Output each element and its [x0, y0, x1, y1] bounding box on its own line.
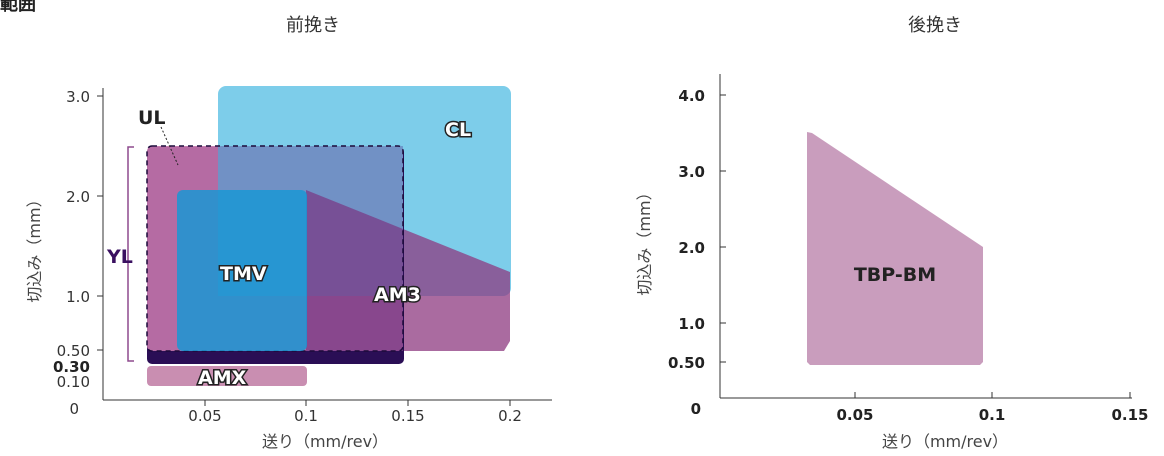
- x-tick-label: 0.2: [498, 407, 522, 425]
- y-tick-label: 1.0: [678, 315, 705, 333]
- region-tbp-bm: [807, 132, 983, 365]
- y-tick-marks: [97, 95, 103, 351]
- page-heading: 難範囲: [0, 0, 36, 15]
- region-label-tbp-bm: TBP-BM: [854, 264, 936, 286]
- region-label-tmv: TMV: [220, 263, 267, 285]
- y-tick-label: 2.0: [678, 239, 705, 257]
- region-ul-am3-overlap: [306, 190, 403, 351]
- x-tick-label: 0.05: [836, 406, 873, 424]
- y-tick-marks: [720, 94, 726, 363]
- y-tick-label: 3.0: [66, 88, 90, 106]
- chart-title: 前挽き: [286, 15, 340, 36]
- chart-title: 後挽き: [908, 15, 962, 36]
- x-tick-marks: [204, 400, 511, 406]
- x-tick-marks: [854, 392, 1131, 398]
- region-label-yl: YL: [106, 246, 133, 268]
- region-label-amx: AMX: [198, 367, 247, 389]
- y-tick-label: 0.10: [57, 373, 90, 391]
- chart-back: 後挽き TBP-BM 4.0 3.0 2.0 1.0 0.50 0 0.05 0…: [635, 15, 1149, 451]
- chart-front: 前挽き UL CL TMV AM3 AMX YL 3.0: [25, 15, 552, 451]
- y-tick-label: 0.30: [53, 358, 90, 376]
- x-tick-label: 0.05: [188, 407, 221, 425]
- ul-leader-line: [160, 126, 179, 166]
- region-label-ul: UL: [138, 107, 166, 129]
- y-tick-label: 0.50: [57, 342, 90, 360]
- x-axis-label: 送り（mm/rev）: [262, 432, 388, 451]
- region-amx: [147, 366, 307, 386]
- region-label-cl: CL: [445, 119, 471, 141]
- yl-bracket: [127, 146, 134, 362]
- y-tick-label: 0.50: [668, 354, 705, 372]
- y-tick-label: 1.0: [66, 288, 90, 306]
- y-tick-label: 3.0: [678, 163, 705, 181]
- y-tick-label: 4.0: [678, 87, 705, 105]
- y-tick-label: 0: [691, 400, 701, 418]
- region-tmv: [177, 190, 307, 351]
- y-tick-label: 0: [69, 400, 79, 418]
- y-tick-label: 2.0: [66, 188, 90, 206]
- y-axis-label: 切込み（mm）: [25, 191, 44, 302]
- region-label-am3: AM3: [374, 284, 421, 306]
- x-tick-label: 0.15: [391, 407, 424, 425]
- y-axis-label: 切込み（mm）: [635, 184, 654, 295]
- x-tick-label: 0.1: [294, 407, 318, 425]
- x-tick-label: 0.15: [1111, 406, 1148, 424]
- x-axis-label: 送り（mm/rev）: [882, 432, 1008, 451]
- x-tick-label: 0.1: [979, 406, 1006, 424]
